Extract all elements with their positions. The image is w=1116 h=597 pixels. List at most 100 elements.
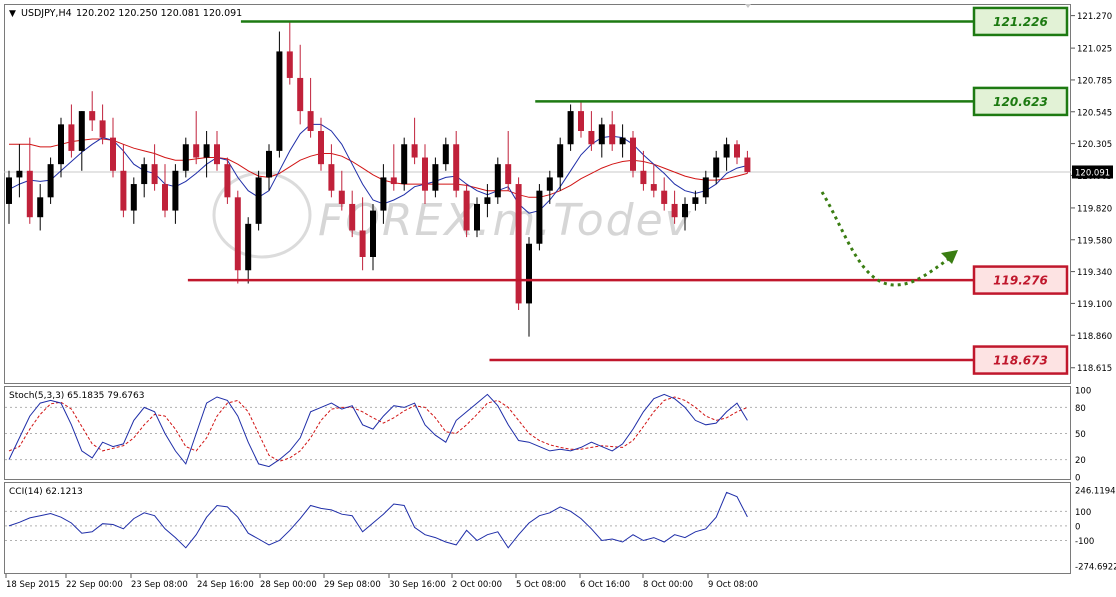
cci-axis-label: -274.6922	[1075, 563, 1116, 573]
candle	[338, 170, 345, 211]
candle-body	[702, 177, 709, 198]
candle-body	[453, 144, 460, 191]
candle	[255, 170, 262, 231]
candle-body	[110, 137, 116, 171]
candle	[6, 170, 12, 224]
candle-body	[370, 210, 376, 257]
candle-body	[578, 111, 584, 131]
candle-body	[89, 111, 96, 121]
cci-panel-frame	[4, 482, 1071, 574]
stoch-axis-label: 100	[1075, 387, 1091, 397]
price-tick-label: 119.100	[1077, 300, 1112, 310]
candle-body	[328, 164, 335, 191]
watermark-text: FOREX.m.Todev	[318, 195, 693, 246]
time-tick-label: 9 Oct 08:00	[708, 580, 758, 590]
panel-frames	[4, 4, 1071, 574]
candle	[557, 137, 564, 191]
candle	[692, 190, 699, 211]
candle-body	[141, 164, 148, 185]
candle	[484, 184, 491, 218]
candle-body	[47, 164, 54, 198]
candle-body	[58, 124, 64, 165]
candle	[203, 131, 210, 178]
time-tick-label: 8 Oct 00:00	[643, 580, 693, 590]
candle	[640, 150, 647, 191]
candle-body	[619, 137, 626, 145]
candle-body	[536, 190, 543, 244]
candle-body	[463, 190, 470, 231]
chart-menu-icon[interactable]: ▼	[9, 9, 16, 19]
level-box-support	[972, 265, 1069, 295]
stoch-panel: 100 80 50 20 0	[5, 387, 1091, 484]
candle	[245, 217, 252, 284]
key-levels: 121.226 120.623 119.276 118.673	[187, 6, 1069, 375]
cci-axis-label: 100	[1075, 508, 1091, 518]
candle	[453, 131, 460, 198]
candle	[58, 117, 64, 178]
candle	[536, 184, 543, 251]
candle-body	[276, 51, 283, 151]
cci-title: CCI(14) 62.1213	[9, 487, 83, 497]
candle-body	[130, 184, 137, 211]
candle	[474, 197, 480, 238]
candle-body	[151, 164, 158, 185]
candle	[494, 157, 501, 204]
level-label: 121.226	[993, 15, 1048, 29]
candle	[380, 164, 387, 224]
time-tick-label: 22 Sep 00:00	[66, 580, 123, 590]
candle	[713, 150, 720, 185]
candle-body	[692, 197, 699, 204]
candle-body	[120, 170, 127, 211]
candle-body	[567, 111, 574, 145]
candle-body	[474, 203, 480, 231]
candle	[328, 144, 335, 198]
candle	[630, 131, 636, 178]
time-tick-label: 28 Sep 00:00	[260, 580, 317, 590]
candle	[276, 31, 283, 158]
candle-body	[505, 164, 512, 185]
candle	[286, 20, 293, 85]
candle-body	[515, 184, 522, 304]
candle	[422, 144, 428, 204]
candle-body	[234, 197, 241, 271]
level-box-support	[972, 345, 1069, 375]
time-tick-label: 24 Sep 16:00	[197, 580, 254, 590]
price-tick-label: 120.545	[1077, 108, 1112, 118]
price-tick-label: 119.820	[1077, 204, 1112, 214]
candle-body	[557, 144, 564, 178]
candle-body	[661, 190, 668, 204]
ohlc-values: 120.202 120.250 120.081 120.091	[76, 8, 242, 19]
arrow-head-icon	[941, 250, 958, 264]
price-tick-label: 121.025	[1077, 45, 1112, 55]
candle-body	[650, 184, 657, 191]
candle-body	[484, 197, 491, 204]
candle	[401, 137, 408, 191]
candle-body	[307, 111, 314, 131]
candle-body	[494, 164, 501, 198]
candle	[349, 190, 356, 238]
candle	[463, 184, 470, 238]
watermark: FOREX.m.Todev	[212, 171, 693, 259]
candle	[567, 104, 574, 151]
candle	[682, 197, 688, 231]
time-tick-label: 29 Sep 08:00	[324, 580, 381, 590]
candle-body	[16, 170, 23, 178]
candle	[671, 190, 678, 224]
candle-body	[401, 144, 408, 185]
candle	[214, 131, 220, 171]
candle	[442, 137, 449, 171]
price-tick-label: 118.860	[1077, 332, 1112, 342]
stoch-main-line	[8, 393, 748, 468]
stoch-axis-label: 20	[1075, 456, 1086, 466]
candle-body	[349, 203, 356, 231]
stoch-title: Stoch(5,3,3) 65.1835 79.6763	[9, 391, 144, 401]
candle-body	[390, 177, 397, 185]
candle-body	[359, 230, 366, 257]
candle	[172, 164, 179, 224]
time-tick-label: 18 Sep 2015	[6, 580, 60, 590]
candle	[609, 111, 616, 151]
stoch-axis-label: 80	[1075, 404, 1086, 414]
candle-body	[609, 124, 616, 145]
time-tick-label: 23 Sep 08:00	[131, 580, 188, 590]
